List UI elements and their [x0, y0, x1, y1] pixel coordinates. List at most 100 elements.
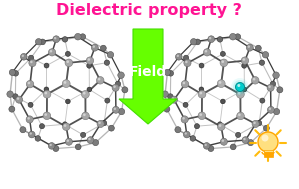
Circle shape — [220, 59, 228, 67]
Circle shape — [62, 80, 70, 88]
Circle shape — [181, 116, 188, 123]
Circle shape — [257, 120, 262, 126]
Circle shape — [203, 49, 211, 56]
Circle shape — [177, 55, 179, 57]
Circle shape — [44, 87, 49, 92]
Circle shape — [183, 102, 188, 107]
Circle shape — [62, 37, 68, 42]
Circle shape — [253, 122, 256, 124]
Circle shape — [277, 87, 283, 93]
Circle shape — [48, 49, 56, 56]
Circle shape — [269, 108, 271, 110]
Circle shape — [267, 84, 274, 91]
Circle shape — [50, 144, 52, 146]
Circle shape — [100, 45, 106, 51]
Circle shape — [112, 84, 119, 91]
Circle shape — [220, 51, 225, 56]
Circle shape — [104, 60, 110, 65]
Circle shape — [217, 123, 225, 130]
Circle shape — [64, 124, 66, 127]
Circle shape — [222, 139, 224, 142]
Circle shape — [182, 117, 185, 120]
Circle shape — [17, 97, 19, 100]
Circle shape — [83, 92, 86, 94]
Circle shape — [87, 63, 92, 68]
Circle shape — [255, 45, 261, 51]
Circle shape — [80, 132, 86, 137]
Circle shape — [252, 120, 259, 128]
Circle shape — [209, 37, 211, 39]
Circle shape — [53, 36, 60, 43]
Circle shape — [53, 146, 59, 152]
Circle shape — [164, 69, 170, 76]
Circle shape — [50, 50, 52, 53]
Circle shape — [242, 63, 247, 68]
Circle shape — [28, 55, 34, 60]
Circle shape — [54, 37, 57, 39]
Circle shape — [109, 125, 114, 131]
Circle shape — [22, 55, 24, 57]
Circle shape — [248, 139, 254, 146]
Circle shape — [107, 52, 114, 58]
Circle shape — [35, 136, 41, 141]
Circle shape — [242, 87, 247, 92]
Circle shape — [217, 122, 222, 127]
Circle shape — [86, 57, 94, 64]
Circle shape — [184, 59, 191, 67]
Circle shape — [28, 82, 30, 84]
Circle shape — [183, 82, 185, 84]
Circle shape — [172, 97, 174, 100]
Circle shape — [219, 124, 221, 127]
Circle shape — [236, 132, 241, 137]
Circle shape — [175, 127, 181, 133]
Circle shape — [45, 92, 47, 94]
Circle shape — [7, 91, 13, 97]
Circle shape — [36, 39, 42, 45]
Circle shape — [242, 137, 249, 143]
Circle shape — [98, 122, 101, 124]
Circle shape — [62, 123, 70, 130]
Circle shape — [28, 102, 33, 107]
Circle shape — [184, 132, 187, 135]
Circle shape — [195, 39, 200, 45]
Circle shape — [237, 112, 244, 120]
Circle shape — [87, 87, 92, 92]
Circle shape — [221, 99, 225, 104]
Circle shape — [237, 91, 244, 98]
Circle shape — [259, 60, 265, 65]
Circle shape — [45, 113, 47, 116]
Circle shape — [181, 80, 189, 88]
Circle shape — [30, 61, 33, 63]
Circle shape — [183, 131, 190, 138]
Circle shape — [118, 72, 124, 78]
Circle shape — [101, 120, 107, 126]
Circle shape — [185, 61, 188, 63]
Circle shape — [64, 81, 66, 84]
Circle shape — [82, 112, 89, 120]
Circle shape — [113, 85, 116, 88]
Circle shape — [220, 138, 228, 145]
Circle shape — [199, 113, 202, 116]
Circle shape — [65, 138, 72, 145]
Circle shape — [208, 36, 215, 43]
Circle shape — [87, 137, 94, 143]
Circle shape — [91, 44, 98, 51]
Circle shape — [238, 92, 241, 94]
Circle shape — [62, 122, 67, 127]
Circle shape — [82, 91, 89, 98]
Circle shape — [9, 106, 15, 112]
Circle shape — [243, 138, 246, 140]
Text: Dielectric property ?: Dielectric property ? — [56, 4, 242, 19]
Circle shape — [262, 52, 269, 58]
Circle shape — [168, 94, 173, 99]
Circle shape — [230, 33, 236, 40]
Circle shape — [208, 146, 214, 152]
Circle shape — [21, 53, 27, 60]
Circle shape — [65, 59, 73, 67]
Circle shape — [253, 78, 255, 81]
Circle shape — [241, 57, 249, 64]
Circle shape — [98, 78, 100, 81]
Circle shape — [205, 144, 207, 146]
Circle shape — [67, 139, 69, 142]
Circle shape — [168, 70, 173, 76]
